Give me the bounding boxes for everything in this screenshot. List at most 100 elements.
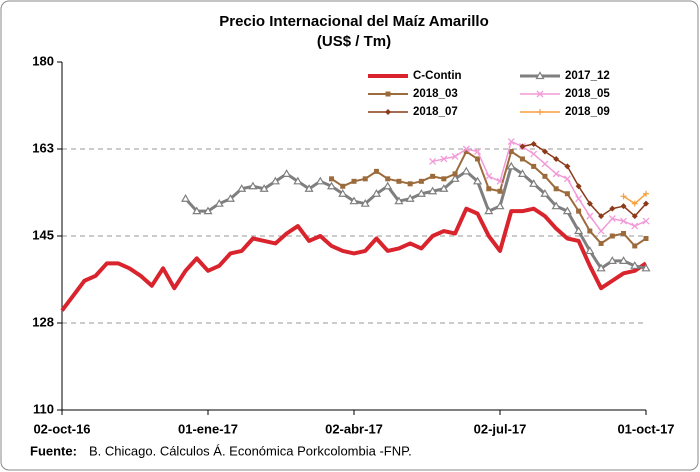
marker [519,143,526,150]
marker [326,181,337,190]
marker [475,156,481,162]
marker [463,148,469,154]
marker [497,188,503,194]
marker [585,246,595,255]
marker [385,109,391,115]
marker [371,189,382,197]
x-tick-label: 02-jul-17 [474,421,527,436]
legend-label: 2018_03 [413,88,458,100]
y-tick-label: 110 [33,401,54,416]
marker [529,179,539,187]
marker [461,166,471,175]
x-tick-label: 02-abr-17 [325,421,383,436]
marker [621,231,627,237]
marker [553,186,559,192]
y-tick-label: 180 [32,53,54,68]
marker [642,217,650,225]
legend-label: 2018_05 [565,88,610,100]
marker [609,205,616,212]
marker [596,263,606,272]
y-tick-label: 145 [32,227,54,242]
marker [418,178,424,184]
marker [203,206,213,215]
y-tick-label: 128 [32,314,54,329]
marker [472,176,483,185]
marker [225,194,236,202]
marker [620,193,627,200]
marker [495,201,505,210]
marker [564,191,570,197]
marker [540,189,550,197]
marker [574,226,584,235]
marker [553,155,560,162]
x-tick-label: 01-oct-17 [617,421,674,436]
y-tick-label: 163 [32,140,54,155]
marker [270,176,280,185]
marker [450,174,460,182]
marker [214,198,224,207]
marker [530,150,538,158]
x-tick-label: 02-oct-16 [33,421,90,436]
marker [484,206,494,215]
marker [641,263,651,272]
marker [586,212,594,220]
marker [349,196,359,205]
marker [631,222,639,230]
marker [329,176,335,182]
marker [385,176,391,182]
marker [598,240,604,246]
marker [542,173,548,179]
marker [609,233,615,239]
marker [396,178,402,184]
marker [474,148,481,155]
marker [631,200,638,207]
marker [508,148,514,154]
marker [519,156,525,162]
marker [338,189,348,197]
marker [536,90,544,98]
marker [587,228,593,234]
marker [643,235,649,241]
marker [383,181,393,190]
chart-title: Precio Internacional del Maíz Amarillo [219,13,489,30]
marker [620,203,627,210]
marker [441,176,447,182]
marker [562,206,572,215]
marker [259,184,269,192]
marker [452,171,458,177]
marker [535,71,545,80]
marker [416,189,426,197]
marker [304,184,314,192]
marker [485,172,493,180]
marker [192,206,202,215]
marker [237,184,247,192]
marker [643,200,649,207]
marker [541,160,549,168]
source: B. Chicago. Cálculos Á. Económica Porkco… [89,443,412,458]
marker [643,190,649,197]
marker [340,183,346,189]
marker [439,184,449,192]
marker [564,163,571,170]
marker [282,169,292,177]
marker [552,170,560,178]
marker [385,91,391,97]
marker [394,196,404,205]
marker [632,243,638,249]
source-label: Fuente: [30,443,77,458]
marker [618,256,629,264]
marker [576,208,582,214]
x-tick-label: 01-ene-17 [178,421,238,436]
marker [597,227,605,235]
marker [362,176,368,182]
marker [451,152,459,160]
marker [462,145,470,153]
marker [373,168,379,174]
marker [407,181,413,187]
series-line [60,206,648,312]
marker [430,173,436,179]
marker [507,138,515,146]
marker [429,157,437,165]
marker [405,194,415,202]
marker [428,186,438,195]
